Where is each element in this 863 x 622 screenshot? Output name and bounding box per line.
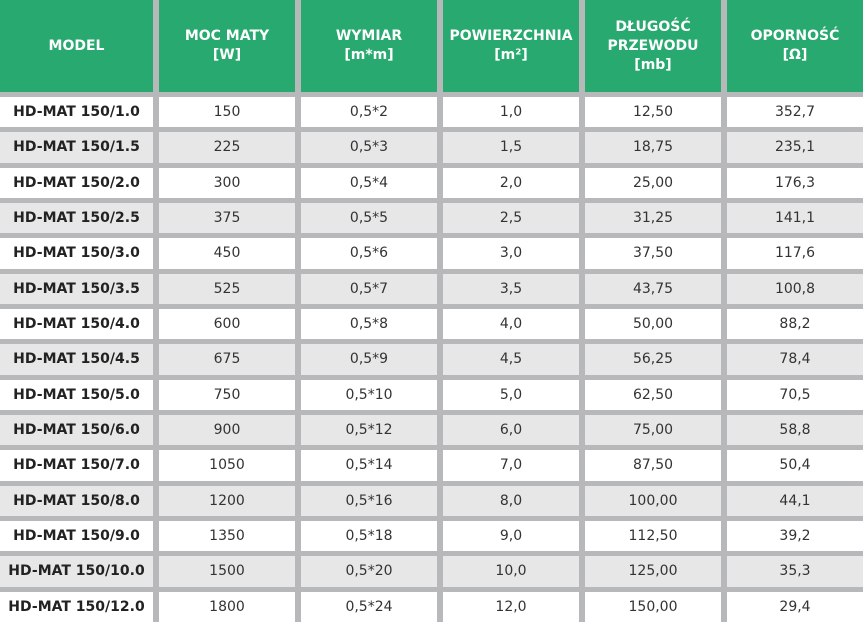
cell-area: 2,5 — [443, 203, 579, 234]
cell-cable-length: 37,50 — [585, 238, 721, 269]
cell-dimension: 0,5*14 — [301, 450, 437, 481]
header-resistance: OPORNOŚĆ [Ω] — [727, 0, 863, 92]
cell-model: HD-MAT 150/3.5 — [0, 273, 153, 304]
cell-resistance: 50,4 — [727, 450, 863, 481]
cell-resistance: 88,2 — [727, 309, 863, 340]
cell-model: HD-MAT 150/10.0 — [0, 556, 153, 587]
cell-power: 1800 — [159, 591, 295, 622]
cell-power: 525 — [159, 273, 295, 304]
cell-power: 375 — [159, 203, 295, 234]
cell-power: 900 — [159, 415, 295, 446]
cell-power: 1500 — [159, 556, 295, 587]
cell-power: 1200 — [159, 485, 295, 516]
cell-area: 3,0 — [443, 238, 579, 269]
cell-model: HD-MAT 150/2.0 — [0, 167, 153, 198]
cell-cable-length: 62,50 — [585, 379, 721, 410]
cell-power: 225 — [159, 132, 295, 163]
cell-resistance: 70,5 — [727, 379, 863, 410]
cell-power: 675 — [159, 344, 295, 375]
cell-power: 150 — [159, 97, 295, 128]
cell-area: 1,5 — [443, 132, 579, 163]
cell-model: HD-MAT 150/5.0 — [0, 379, 153, 410]
cell-resistance: 176,3 — [727, 167, 863, 198]
header-power: MOC MATY [W] — [159, 0, 295, 92]
cell-model: HD-MAT 150/3.0 — [0, 238, 153, 269]
header-dimension: WYMIAR [m*m] — [301, 0, 437, 92]
cell-area: 3,5 — [443, 273, 579, 304]
cell-cable-length: 75,00 — [585, 415, 721, 446]
cell-dimension: 0,5*4 — [301, 167, 437, 198]
cell-model: HD-MAT 150/6.0 — [0, 415, 153, 446]
header-area: POWIERZCHNIA [m²] — [443, 0, 579, 92]
cell-area: 4,5 — [443, 344, 579, 375]
cell-cable-length: 50,00 — [585, 309, 721, 340]
cell-area: 12,0 — [443, 591, 579, 622]
cell-dimension: 0,5*6 — [301, 238, 437, 269]
cell-area: 10,0 — [443, 556, 579, 587]
cell-area: 4,0 — [443, 309, 579, 340]
cell-area: 5,0 — [443, 379, 579, 410]
cell-power: 1050 — [159, 450, 295, 481]
cell-dimension: 0,5*24 — [301, 591, 437, 622]
cell-cable-length: 12,50 — [585, 97, 721, 128]
cell-dimension: 0,5*7 — [301, 273, 437, 304]
header-model: MODEL — [0, 0, 153, 92]
cell-model: HD-MAT 150/12.0 — [0, 591, 153, 622]
cell-model: HD-MAT 150/2.5 — [0, 203, 153, 234]
cell-area: 8,0 — [443, 485, 579, 516]
cell-resistance: 58,8 — [727, 415, 863, 446]
cell-power: 750 — [159, 379, 295, 410]
cell-resistance: 78,4 — [727, 344, 863, 375]
cell-model: HD-MAT 150/1.5 — [0, 132, 153, 163]
cell-resistance: 141,1 — [727, 203, 863, 234]
cell-model: HD-MAT 150/4.5 — [0, 344, 153, 375]
cell-dimension: 0,5*5 — [301, 203, 437, 234]
cell-resistance: 235,1 — [727, 132, 863, 163]
cell-resistance: 39,2 — [727, 521, 863, 552]
cell-dimension: 0,5*18 — [301, 521, 437, 552]
cell-cable-length: 43,75 — [585, 273, 721, 304]
cell-dimension: 0,5*9 — [301, 344, 437, 375]
cell-dimension: 0,5*3 — [301, 132, 437, 163]
cell-model: HD-MAT 150/1.0 — [0, 97, 153, 128]
cell-resistance: 100,8 — [727, 273, 863, 304]
cell-cable-length: 25,00 — [585, 167, 721, 198]
cell-model: HD-MAT 150/9.0 — [0, 521, 153, 552]
cell-dimension: 0,5*8 — [301, 309, 437, 340]
cell-cable-length: 56,25 — [585, 344, 721, 375]
cell-power: 600 — [159, 309, 295, 340]
cell-dimension: 0,5*12 — [301, 415, 437, 446]
cell-cable-length: 150,00 — [585, 591, 721, 622]
header-cable-length: DŁUGOŚĆ PRZEWODU [mb] — [585, 0, 721, 92]
cell-area: 6,0 — [443, 415, 579, 446]
cell-resistance: 44,1 — [727, 485, 863, 516]
cell-model: HD-MAT 150/8.0 — [0, 485, 153, 516]
cell-dimension: 0,5*16 — [301, 485, 437, 516]
cell-model: HD-MAT 150/4.0 — [0, 309, 153, 340]
cell-cable-length: 125,00 — [585, 556, 721, 587]
cell-resistance: 29,4 — [727, 591, 863, 622]
cell-area: 9,0 — [443, 521, 579, 552]
cell-dimension: 0,5*20 — [301, 556, 437, 587]
cell-dimension: 0,5*10 — [301, 379, 437, 410]
cell-area: 1,0 — [443, 97, 579, 128]
cell-dimension: 0,5*2 — [301, 97, 437, 128]
cell-cable-length: 100,00 — [585, 485, 721, 516]
cell-power: 300 — [159, 167, 295, 198]
cell-cable-length: 31,25 — [585, 203, 721, 234]
cell-resistance: 117,6 — [727, 238, 863, 269]
cell-resistance: 352,7 — [727, 97, 863, 128]
cell-cable-length: 112,50 — [585, 521, 721, 552]
cell-area: 7,0 — [443, 450, 579, 481]
cell-cable-length: 18,75 — [585, 132, 721, 163]
cell-power: 1350 — [159, 521, 295, 552]
cell-area: 2,0 — [443, 167, 579, 198]
cell-cable-length: 87,50 — [585, 450, 721, 481]
cell-model: HD-MAT 150/7.0 — [0, 450, 153, 481]
cell-resistance: 35,3 — [727, 556, 863, 587]
cell-power: 450 — [159, 238, 295, 269]
